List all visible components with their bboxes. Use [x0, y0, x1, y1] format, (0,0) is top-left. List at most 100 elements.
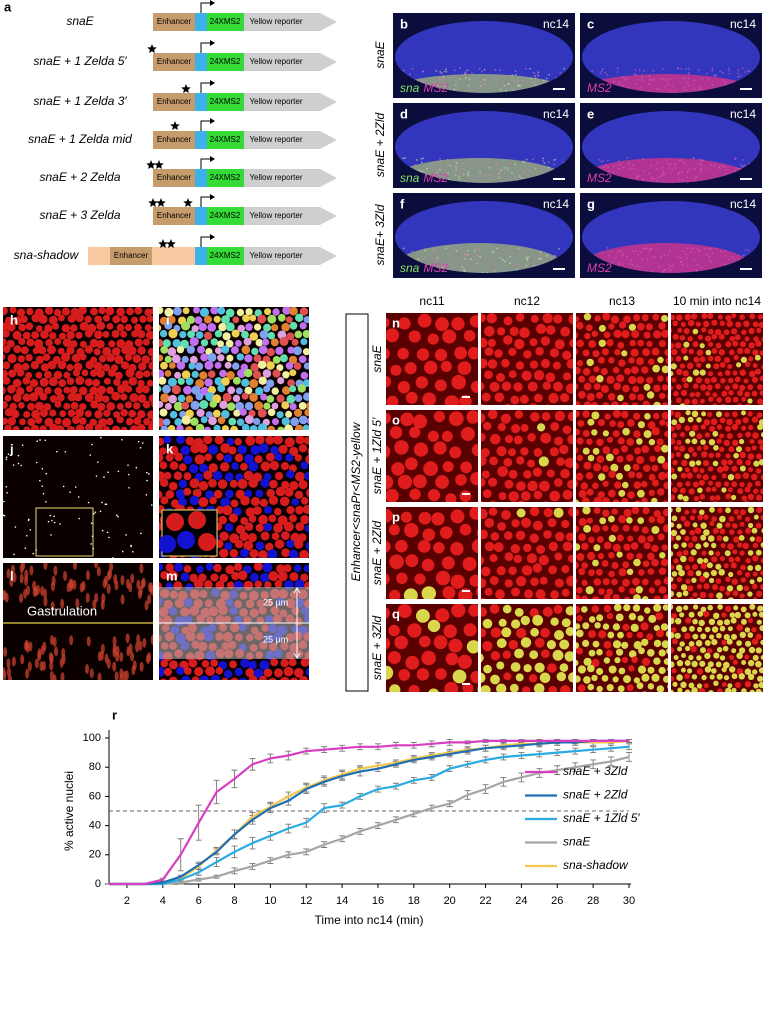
- nucleus: [765, 660, 771, 666]
- y-tick-label: 80: [89, 761, 101, 773]
- speckle: [442, 78, 445, 81]
- nucleus: [700, 424, 706, 430]
- nucleus: [612, 543, 621, 552]
- nucleus: [490, 532, 500, 541]
- nucleus: [159, 447, 167, 455]
- speckle: [467, 170, 470, 173]
- nucleus: [244, 522, 254, 531]
- nucleus: [629, 339, 636, 347]
- nucleus: [529, 608, 539, 618]
- speckle: [463, 168, 466, 171]
- nucleus: [676, 564, 683, 571]
- transcription-spot: [90, 522, 93, 525]
- nucleus: [703, 320, 710, 328]
- nucleus: [297, 384, 306, 393]
- nucleus: [765, 384, 770, 389]
- speckle: [455, 174, 457, 176]
- nucleus: [466, 410, 478, 424]
- cell-streak: [100, 599, 105, 610]
- series-line: [109, 739, 629, 886]
- speckle: [727, 258, 730, 261]
- nucleus: [62, 338, 72, 347]
- nucleus: [697, 557, 704, 564]
- nucleus: [687, 319, 695, 327]
- speckle: [708, 258, 710, 261]
- nucleus: [277, 377, 285, 385]
- nucleus: [675, 618, 682, 625]
- nucleus: [245, 308, 253, 316]
- cell-streak: [97, 651, 102, 662]
- nucleus: [300, 515, 309, 525]
- nucleus: [628, 665, 635, 672]
- nucleus: [107, 368, 116, 377]
- nucleus: [404, 457, 418, 471]
- x-tick-label: 16: [372, 895, 384, 907]
- nucleus: [671, 342, 675, 349]
- speckle: [482, 83, 485, 86]
- nucleus: [520, 447, 529, 456]
- nucleus: [671, 617, 675, 625]
- nucleus: [744, 572, 751, 578]
- nucleus: [75, 331, 83, 339]
- nucleus: [386, 328, 400, 343]
- nucleus: [695, 570, 702, 577]
- nucleus: [711, 516, 717, 522]
- nucleus: [708, 355, 714, 362]
- nucleus: [576, 437, 584, 445]
- nucleus: [212, 409, 221, 418]
- nucleus: [533, 683, 545, 692]
- speckle: [523, 171, 526, 174]
- speckle: [453, 88, 456, 91]
- nucleus: [647, 552, 655, 561]
- nucleus: [698, 619, 705, 627]
- speckle: [458, 178, 461, 180]
- nucleus: [711, 348, 718, 354]
- tss-arrow: [200, 120, 212, 131]
- nucleus: [497, 522, 506, 531]
- nucleus: [54, 338, 62, 345]
- nucleus: [120, 330, 128, 338]
- nucleus: [612, 448, 620, 455]
- nucleus: [30, 360, 40, 370]
- nucleus: [663, 675, 668, 683]
- nucleus: [407, 623, 422, 638]
- reporter-text: Yellow reporter: [249, 211, 302, 220]
- nucleus: [656, 629, 664, 638]
- nucleus: [258, 376, 267, 385]
- nucleus: [253, 506, 262, 515]
- nucleus: [681, 653, 686, 658]
- nucleus: [582, 410, 590, 418]
- nucleus: [178, 463, 187, 472]
- transcription-spot: [25, 534, 28, 537]
- nucleus: [435, 668, 447, 680]
- nuclei-image: [576, 507, 668, 599]
- nucleus: [736, 403, 743, 405]
- nucleus: [676, 577, 682, 583]
- nucleus: [231, 329, 240, 338]
- panel-label: r: [112, 707, 117, 722]
- speckle: [527, 173, 529, 176]
- nucleus: [497, 466, 509, 477]
- nucleus: [739, 438, 745, 445]
- nucleus: [129, 393, 139, 403]
- speckle: [525, 67, 527, 70]
- nucleus: [288, 355, 298, 365]
- speckle: [436, 171, 438, 174]
- nucleus: [759, 390, 763, 396]
- channel-label: sna MS2: [400, 261, 448, 275]
- speckle: [433, 259, 436, 261]
- speckle: [604, 71, 607, 74]
- error-bar: [626, 743, 632, 751]
- cell-streak: [85, 664, 90, 675]
- nucleus: [174, 563, 184, 572]
- nucleus: [686, 472, 693, 479]
- nucleus: [692, 369, 700, 376]
- nucleus: [647, 649, 655, 657]
- nucleus: [617, 685, 625, 692]
- nucleus: [124, 323, 133, 332]
- nucleus: [695, 377, 703, 384]
- nucleus: [274, 453, 283, 462]
- nucleus: [496, 661, 505, 670]
- nucleus: [511, 619, 521, 629]
- transcription-spot: [106, 531, 109, 534]
